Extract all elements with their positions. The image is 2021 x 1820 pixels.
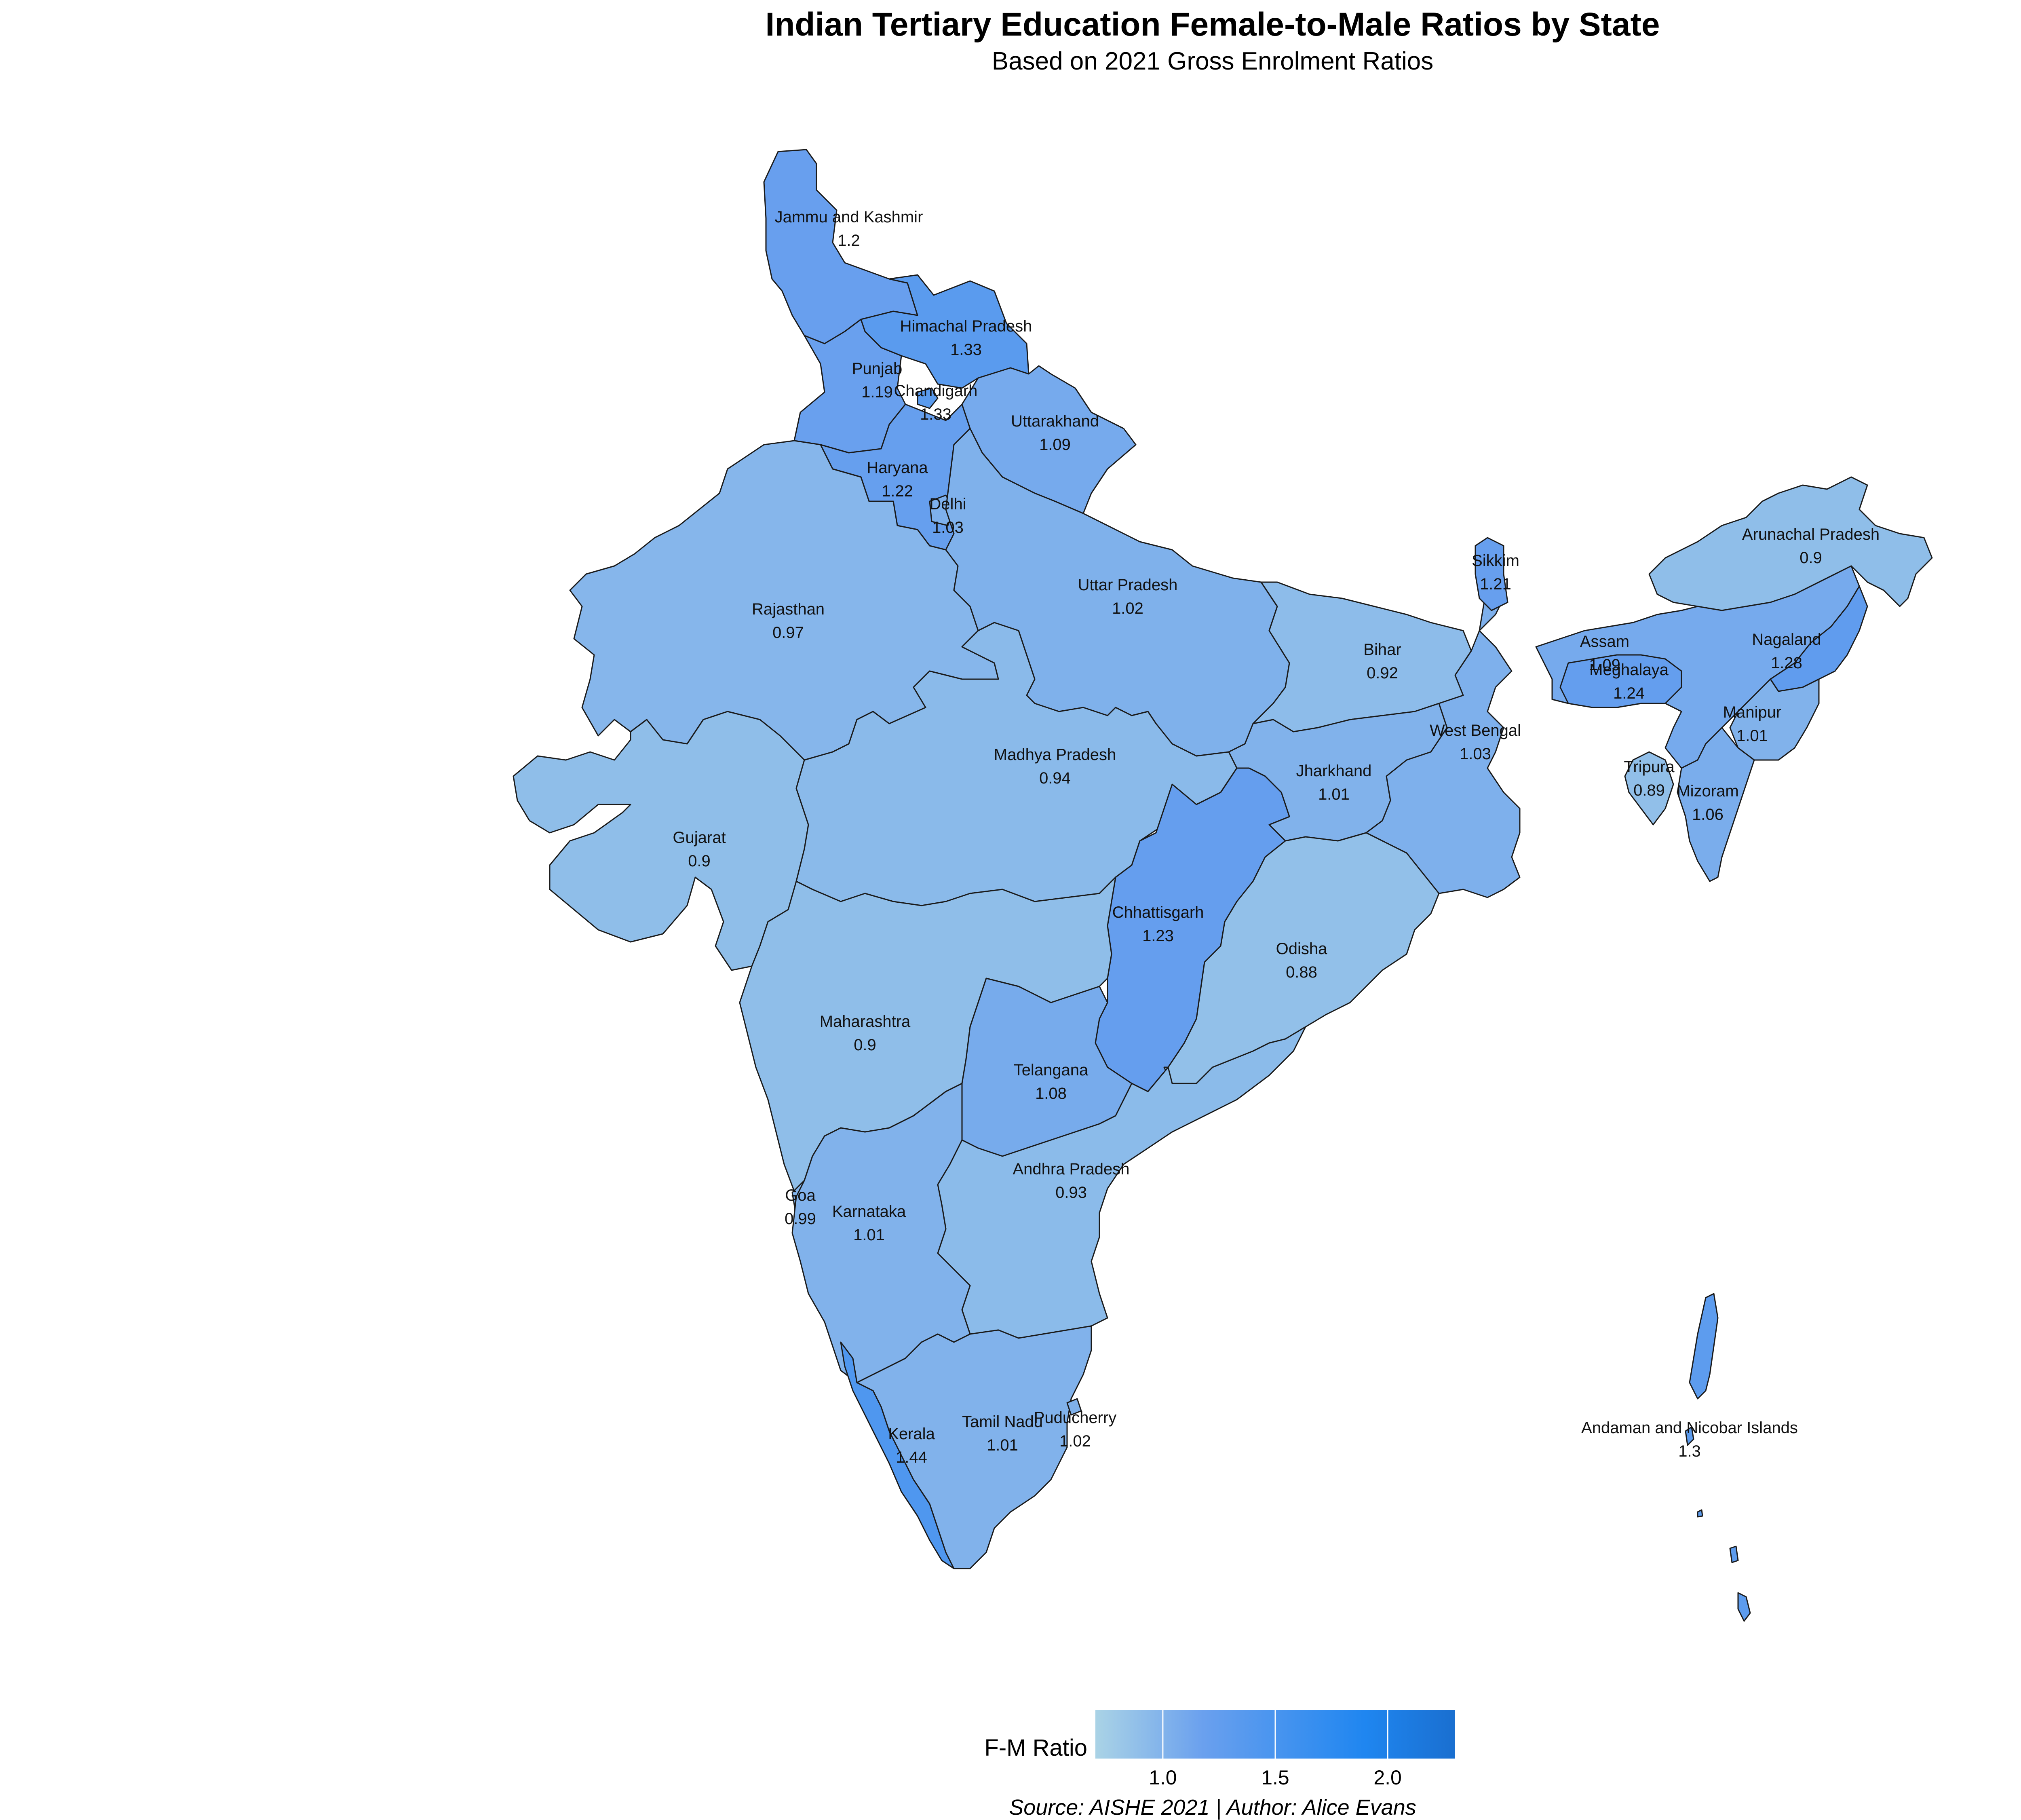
state-name-label: Andhra Pradesh [1013, 1160, 1129, 1178]
state-value-label: 1.03 [1460, 745, 1491, 763]
legend-title: F-M Ratio [984, 1735, 1087, 1761]
state-value-label: 1.21 [1480, 575, 1511, 593]
state-name-label: Maharashtra [820, 1013, 911, 1030]
state-value-label: 0.89 [1633, 781, 1665, 799]
state-name-label: Manipur [1723, 703, 1782, 721]
state-name-label: Gujarat [673, 829, 726, 847]
source-caption: Source: AISHE 2021 | Author: Alice Evans [1009, 1795, 1416, 1820]
state-name-label: Uttar Pradesh [1078, 576, 1178, 594]
state-value-label: 1.28 [1771, 654, 1802, 672]
state-value-label: 1.22 [882, 482, 913, 500]
state-value-label: 1.33 [920, 405, 951, 423]
state-mizoram[interactable] [1677, 727, 1755, 882]
state-value-label: 0.9 [688, 852, 711, 870]
ut-chandigarh[interactable] [917, 387, 939, 409]
ut-andaman-and-nicobar-islands[interactable] [1685, 1293, 1751, 1622]
state-value-label: 0.97 [772, 624, 804, 642]
state-value-label: 1.3 [1678, 1442, 1701, 1460]
state-name-label: Nagaland [1752, 631, 1821, 648]
state-karnataka[interactable] [791, 1083, 971, 1383]
state-name-label: Uttarakhand [1011, 412, 1099, 430]
state-name-label: Mizoram [1677, 782, 1738, 800]
state-value-label: 1.02 [1112, 600, 1143, 617]
state-himachal-pradesh[interactable] [860, 274, 1029, 389]
state-value-label: 1.33 [950, 341, 982, 359]
state-value-label: 0.94 [1039, 769, 1071, 787]
state-value-label: 1.06 [1692, 806, 1724, 823]
state-name-label: Puducherry [1034, 1409, 1117, 1427]
state-name-label: Meghalaya [1589, 661, 1669, 679]
state-name-label: Andaman and Nicobar Islands [1581, 1419, 1798, 1437]
state-name-label: Kerala [888, 1425, 935, 1443]
state-name-label: Chhattisgarh [1112, 904, 1204, 921]
state-tamil-nadu[interactable] [856, 1325, 1092, 1569]
state-value-label: 0.93 [1055, 1184, 1087, 1201]
state-value-label: 0.92 [1367, 664, 1398, 682]
state-name-label: Telangana [1014, 1061, 1089, 1079]
state-arunachal-pradesh[interactable] [1648, 476, 1933, 611]
state-value-label: 1.23 [1142, 927, 1174, 945]
state-name-label: Himachal Pradesh [900, 317, 1032, 335]
color-scale-bar [1095, 1710, 1455, 1759]
map-subtitle: Based on 2021 Gross Enrolment Ratios [992, 47, 1434, 75]
state-value-label: 1.02 [1059, 1432, 1091, 1450]
state-value-label: 1.01 [1736, 727, 1768, 745]
state-value-label: 1.09 [1589, 656, 1620, 674]
state-value-label: 1.09 [1039, 436, 1071, 454]
state-name-label: Bihar [1363, 641, 1401, 659]
state-value-label: 1.2 [838, 232, 860, 249]
state-name-label: Karnataka [832, 1203, 906, 1220]
state-name-label: Odisha [1276, 940, 1327, 958]
state-value-label: 0.99 [785, 1210, 816, 1228]
state-value-label: 1.08 [1035, 1085, 1067, 1102]
state-name-label: Goa [785, 1187, 816, 1204]
state-name-label: Jammu and Kashmir [775, 208, 923, 226]
state-name-label: Chandigarh [894, 382, 978, 400]
state-west-bengal[interactable] [1365, 581, 1521, 898]
state-meghalaya[interactable] [1559, 654, 1682, 708]
state-name-label: Tripura [1624, 758, 1675, 776]
state-value-label: 1.19 [861, 383, 893, 401]
state-name-label: Tamil Nadu [962, 1413, 1043, 1431]
state-name-label: Rajasthan [752, 600, 825, 618]
state-name-label: Arunachal Pradesh [1742, 526, 1880, 543]
state-tripura[interactable] [1624, 751, 1674, 826]
state-sikkim[interactable] [1475, 537, 1508, 611]
state-name-label: Haryana [867, 459, 928, 477]
state-name-label: Sikkim [1472, 552, 1519, 570]
state-name-label: Jharkhand [1296, 762, 1372, 780]
state-value-label: 0.9 [1799, 549, 1822, 567]
state-value-label: 1.24 [1613, 684, 1645, 702]
state-name-label: Delhi [929, 495, 966, 513]
state-value-label: 0.88 [1286, 963, 1317, 981]
state-value-label: 1.01 [853, 1226, 885, 1244]
state-value-label: 1.03 [932, 519, 964, 536]
state-name-label: Madhya Pradesh [994, 746, 1116, 764]
state-name-label: Assam [1580, 633, 1629, 650]
state-value-label: 1.01 [1318, 785, 1350, 803]
state-labels: Jammu and Kashmir 1.2 Himachal Pradesh 1.33… [673, 208, 1880, 1466]
ut-puducherry[interactable] [1066, 1398, 1082, 1416]
legend-tick-label: 1.0 [1149, 1766, 1177, 1789]
state-value-label: 1.01 [987, 1436, 1018, 1454]
state-name-label: West Bengal [1430, 722, 1521, 739]
state-value-label: 1.44 [896, 1448, 927, 1466]
map-title: Indian Tertiary Education Female-to-Male… [765, 6, 1660, 43]
legend-tick-label: 2.0 [1373, 1766, 1402, 1789]
legend-tick-label: 1.5 [1261, 1766, 1289, 1789]
state-name-label: Punjab [852, 360, 903, 378]
state-value-label: 0.9 [854, 1036, 876, 1054]
